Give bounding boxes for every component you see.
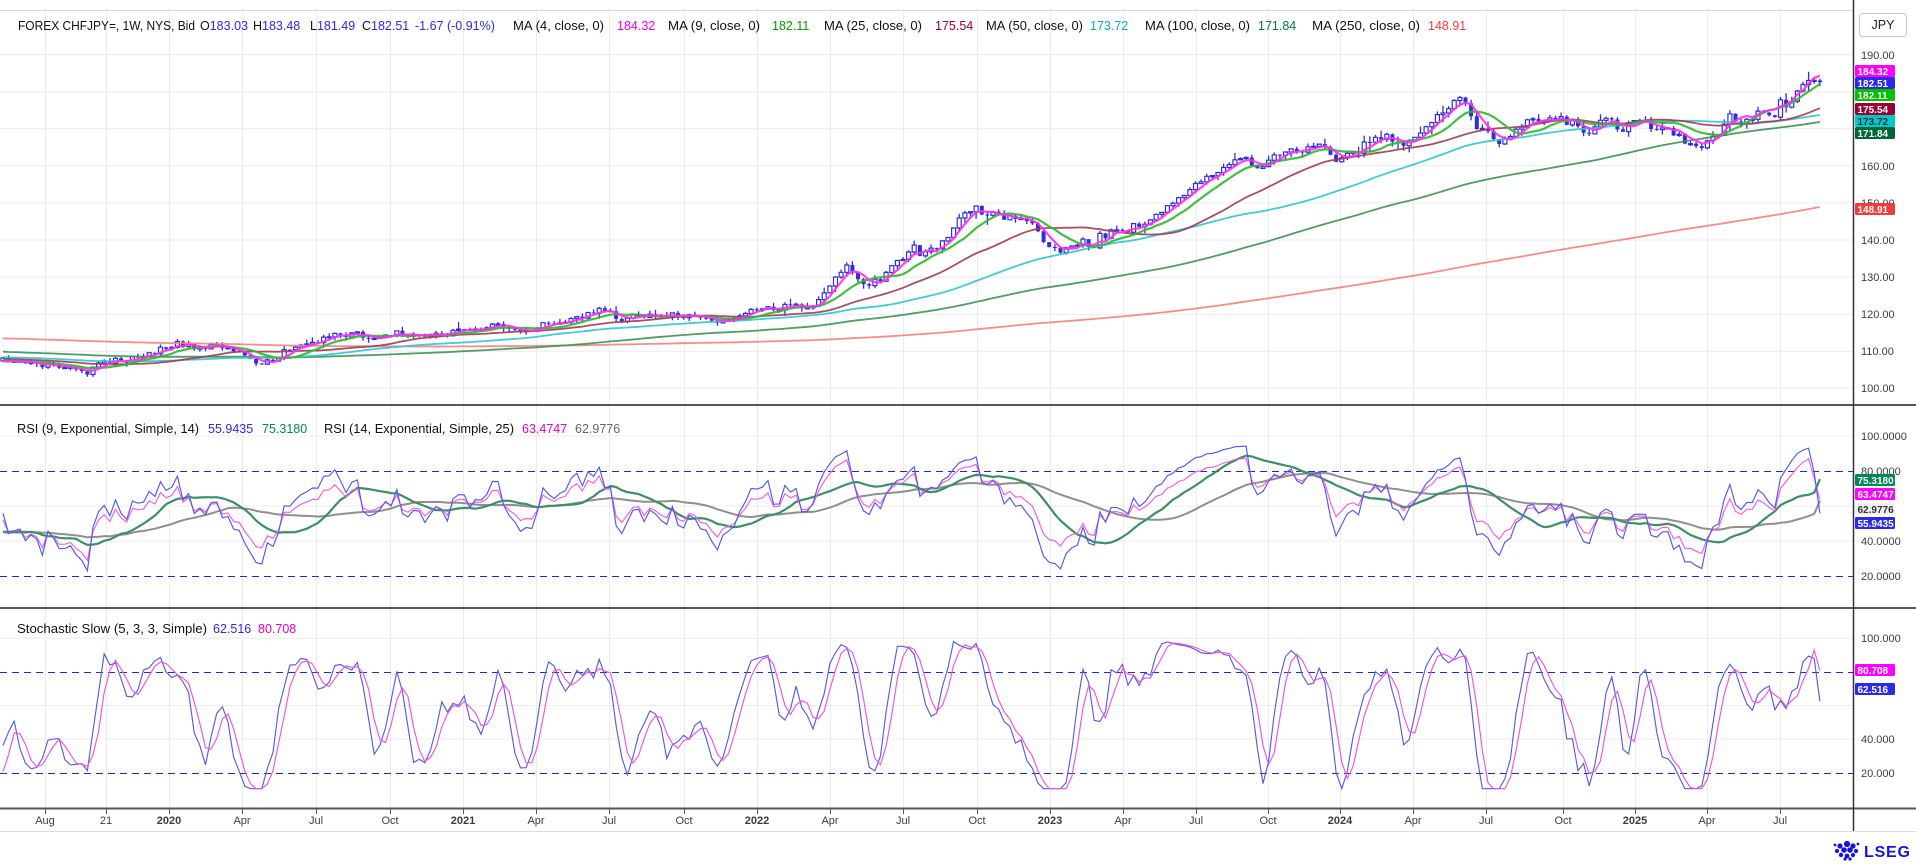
svg-text:MA (100, close, 0): MA (100, close, 0) [1145,19,1250,33]
svg-text:2023: 2023 [1038,815,1062,827]
svg-text:Apr: Apr [527,815,544,827]
svg-text:75.3180: 75.3180 [262,422,307,436]
svg-text:2020: 2020 [157,815,181,827]
svg-text:Oct: Oct [1259,815,1276,827]
svg-text:Jul: Jul [1189,815,1203,827]
svg-text:100.000: 100.000 [1861,633,1901,645]
svg-text:62.9776: 62.9776 [1858,505,1895,516]
svg-text:148.91: 148.91 [1858,205,1889,216]
svg-text:Jul: Jul [896,815,910,827]
svg-text:Apr: Apr [1698,815,1715,827]
svg-text:Apr: Apr [821,815,838,827]
svg-text:MA (50, close, 0): MA (50, close, 0) [986,19,1083,33]
svg-text:JPY: JPY [1872,18,1896,32]
svg-text:80.708: 80.708 [1858,666,1889,677]
svg-text:62.516: 62.516 [213,622,251,636]
svg-text:184.32: 184.32 [1858,67,1889,78]
svg-text:21: 21 [100,815,112,827]
svg-text:20.0000: 20.0000 [1861,571,1901,583]
svg-text:2024: 2024 [1328,815,1353,827]
svg-text:Oct: Oct [675,815,692,827]
svg-text:Apr: Apr [1404,815,1421,827]
svg-text:40.000: 40.000 [1861,734,1895,746]
svg-text:62.516: 62.516 [1858,685,1889,696]
svg-text:Apr: Apr [1114,815,1131,827]
svg-text:RSI (9, Exponential, Simple, 1: RSI (9, Exponential, Simple, 14) [17,422,199,436]
svg-text:80.708: 80.708 [258,622,296,636]
svg-text:Oct: Oct [1554,815,1571,827]
svg-text:40.0000: 40.0000 [1861,536,1901,548]
svg-text:Stochastic Slow (5, 3, 3, Simp: Stochastic Slow (5, 3, 3, Simple) [17,622,207,636]
svg-text:75.3180: 75.3180 [1858,476,1895,487]
svg-text:173.72: 173.72 [1090,19,1128,33]
svg-text:100.00: 100.00 [1861,383,1895,395]
svg-text:2022: 2022 [745,815,769,827]
svg-text:182.11: 182.11 [772,19,809,33]
svg-text:Oct: Oct [381,815,398,827]
svg-text:O183.03: O183.03 [200,19,248,33]
svg-text:190.00: 190.00 [1861,50,1895,62]
svg-text:63.4747: 63.4747 [522,422,567,436]
svg-text:C182.51: C182.51 [362,19,409,33]
svg-text:182.51: 182.51 [1858,79,1889,90]
svg-text:RSI (14, Exponential, Simple,: RSI (14, Exponential, Simple, 25) [324,422,514,436]
svg-text:Apr: Apr [233,815,250,827]
svg-text:120.00: 120.00 [1861,309,1895,321]
svg-text:160.00: 160.00 [1861,161,1895,173]
svg-text:MA (25, close, 0): MA (25, close, 0) [824,19,922,33]
svg-text:Jul: Jul [1773,815,1787,827]
svg-text:MA (9, close, 0): MA (9, close, 0) [668,19,760,33]
svg-text:130.00: 130.00 [1861,272,1895,284]
svg-text:Jul: Jul [309,815,323,827]
svg-text:2021: 2021 [451,815,475,827]
svg-text:H183.48: H183.48 [253,19,300,33]
svg-text:175.54: 175.54 [935,19,973,33]
svg-text:20.000: 20.000 [1861,768,1895,780]
svg-text:184.32: 184.32 [617,19,655,33]
svg-text:L181.49: L181.49 [310,19,355,33]
svg-text:140.00: 140.00 [1861,235,1895,247]
svg-text:171.84: 171.84 [1858,129,1889,140]
svg-text:Aug: Aug [35,815,55,827]
svg-text:62.9776: 62.9776 [575,422,620,436]
svg-text:148.91: 148.91 [1428,19,1466,33]
svg-text:Oct: Oct [968,815,985,827]
svg-text:MA (4, close, 0): MA (4, close, 0) [513,19,604,33]
svg-text:Jul: Jul [1479,815,1493,827]
svg-text:175.54: 175.54 [1858,105,1889,116]
svg-text:100.0000: 100.0000 [1861,431,1907,443]
svg-text:Jul: Jul [602,815,616,827]
svg-text:FOREX CHFJPY=, 1W, NYS, Bid: FOREX CHFJPY=, 1W, NYS, Bid [18,19,195,33]
svg-text:63.4747: 63.4747 [1858,490,1895,501]
svg-text:55.9435: 55.9435 [208,422,253,436]
svg-text:110.00: 110.00 [1861,346,1894,358]
svg-text:171.84: 171.84 [1258,19,1296,33]
svg-text:MA (250, close, 0): MA (250, close, 0) [1312,19,1420,33]
svg-text:LSEG: LSEG [1864,844,1911,861]
svg-text:55.9435: 55.9435 [1858,519,1895,530]
svg-text:173.72: 173.72 [1858,117,1889,128]
svg-text:-1.67 (-0.91%): -1.67 (-0.91%) [415,19,495,33]
svg-text:2025: 2025 [1623,815,1647,827]
svg-text:182.11: 182.11 [1858,91,1888,102]
